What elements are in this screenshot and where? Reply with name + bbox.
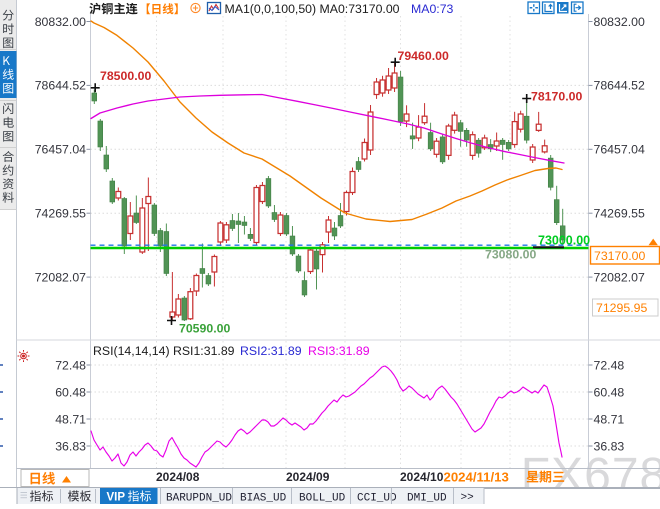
svg-text:BIAS_UD: BIAS_UD <box>240 492 287 504</box>
svg-text:2024/10: 2024/10 <box>400 470 444 484</box>
svg-text:71295.95: 71295.95 <box>596 301 647 315</box>
svg-text:70590.00: 70590.00 <box>179 322 230 336</box>
svg-text:76457.04: 76457.04 <box>594 143 645 157</box>
svg-text:80832.00: 80832.00 <box>35 15 86 29</box>
svg-text:48.71: 48.71 <box>594 412 625 426</box>
svg-text:2024/09: 2024/09 <box>286 470 330 484</box>
svg-text:72082.07: 72082.07 <box>35 270 86 284</box>
svg-text:60.48: 60.48 <box>55 385 86 399</box>
svg-text:>>: >> <box>461 492 474 504</box>
svg-text:73080.00: 73080.00 <box>485 248 536 262</box>
svg-text:80832.00: 80832.00 <box>594 15 645 29</box>
svg-text:48.71: 48.71 <box>55 412 86 426</box>
svg-text:MA1(0,0,100,50) MA0:73170.00: MA1(0,0,100,50) MA0:73170.00 <box>225 2 400 16</box>
svg-text:RSI3:31.89: RSI3:31.89 <box>308 344 370 358</box>
svg-text:2024/11/13: 2024/11/13 <box>444 470 509 485</box>
svg-text:BOLL_UD: BOLL_UD <box>299 492 346 504</box>
svg-text:DMI_UD: DMI_UD <box>407 492 447 504</box>
svg-text:72.48: 72.48 <box>55 358 86 372</box>
svg-text:73170.00: 73170.00 <box>594 249 645 263</box>
svg-text:MA0:73: MA0:73 <box>411 2 454 16</box>
svg-text:73000.00: 73000.00 <box>538 234 590 248</box>
svg-text:RSI(14,14,14) RSI1:31.89: RSI(14,14,14) RSI1:31.89 <box>93 344 235 358</box>
svg-text:78644.52: 78644.52 <box>35 79 86 93</box>
svg-text:78500.00: 78500.00 <box>100 69 151 83</box>
svg-text:72.48: 72.48 <box>594 358 625 372</box>
svg-text:VIP: VIP <box>107 492 126 504</box>
svg-text:RSI2:31.89: RSI2:31.89 <box>240 344 302 358</box>
svg-text:76457.04: 76457.04 <box>35 143 86 157</box>
svg-text:78644.52: 78644.52 <box>594 79 645 93</box>
svg-text:36.83: 36.83 <box>55 439 86 453</box>
svg-text:74269.55: 74269.55 <box>594 207 645 221</box>
svg-text:BARUPDN_UD: BARUPDN_UD <box>166 492 232 504</box>
svg-text:60.48: 60.48 <box>594 385 625 399</box>
svg-text:78170.00: 78170.00 <box>531 90 582 104</box>
svg-text:36.83: 36.83 <box>594 439 625 453</box>
svg-text:74269.55: 74269.55 <box>35 207 86 221</box>
svg-text:2024/08: 2024/08 <box>156 470 200 484</box>
svg-text:72082.07: 72082.07 <box>594 270 645 284</box>
svg-text:79460.00: 79460.00 <box>398 49 449 63</box>
